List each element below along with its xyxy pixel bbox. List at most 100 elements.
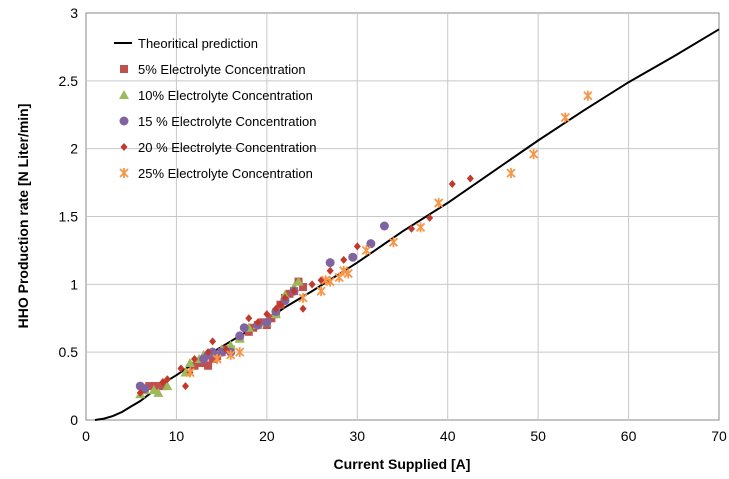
legend-label: 20 % Electrolyte Concentration xyxy=(138,140,316,155)
legend: Theoritical prediction 5% Electrolyte Con… xyxy=(114,36,316,181)
data-point xyxy=(272,304,280,313)
data-point xyxy=(145,382,154,391)
data-point xyxy=(235,347,245,358)
data-point xyxy=(316,286,326,297)
y-tick-label: 0.5 xyxy=(59,344,79,360)
data-point xyxy=(162,381,173,391)
data-point xyxy=(163,375,171,384)
x-tick-label: 30 xyxy=(349,428,365,444)
data-point xyxy=(263,310,271,319)
data-point xyxy=(506,168,516,179)
data-point xyxy=(245,314,253,323)
data-point xyxy=(298,292,308,303)
data-point xyxy=(153,387,164,397)
data-point xyxy=(209,337,217,346)
y-tick-label: 2 xyxy=(70,141,78,157)
data-point xyxy=(299,283,308,292)
data-point xyxy=(366,239,376,249)
tick-labels: 0 10 20 30 40 50 60 70 0 0.5 1 1.5 2 2.5 3 xyxy=(59,5,727,444)
data-point xyxy=(208,347,218,357)
y-axis-title: HHO Production rate [N Liter/min] xyxy=(15,104,31,329)
data-point xyxy=(276,300,284,309)
data-point xyxy=(258,318,267,327)
data-point xyxy=(204,361,213,370)
data-point xyxy=(583,90,593,101)
data-point xyxy=(184,358,195,368)
data-point xyxy=(325,258,335,268)
y-tick-label: 2.5 xyxy=(59,73,79,89)
data-point xyxy=(326,266,334,275)
data-point xyxy=(361,245,371,256)
data-point xyxy=(325,276,335,287)
data-point xyxy=(191,354,199,363)
data-point xyxy=(177,364,185,373)
x-tick-label: 10 xyxy=(169,428,185,444)
y-tick-label: 0 xyxy=(70,412,78,428)
data-point xyxy=(254,318,262,327)
data-point xyxy=(388,237,399,248)
data-point xyxy=(181,382,189,391)
data-point xyxy=(244,327,253,336)
x-tick-label: 20 xyxy=(259,428,275,444)
data-point xyxy=(267,314,276,323)
data-point xyxy=(226,349,236,360)
data-point xyxy=(343,268,353,279)
legend-marker-swatch xyxy=(119,168,129,178)
x-tick-label: 60 xyxy=(621,428,637,444)
series-6 xyxy=(185,90,593,378)
data-point xyxy=(560,112,570,123)
data-point xyxy=(285,289,294,298)
data-point xyxy=(136,388,144,397)
legend-marker-swatch xyxy=(120,65,128,73)
data-point xyxy=(249,323,258,332)
data-point xyxy=(379,221,389,231)
data-point xyxy=(290,287,298,296)
data-point xyxy=(299,304,307,313)
x-tick-label: 40 xyxy=(440,428,456,444)
legend-label: 10% Electrolyte Concentration xyxy=(138,88,313,103)
data-point xyxy=(208,354,217,363)
data-point xyxy=(204,348,212,357)
data-point xyxy=(339,265,349,276)
data-point xyxy=(190,361,199,370)
data-point xyxy=(158,382,167,391)
legend-marker-swatch xyxy=(119,90,129,99)
data-point xyxy=(239,323,249,333)
y-tick-label: 3 xyxy=(70,5,78,21)
data-point xyxy=(262,317,272,327)
data-point xyxy=(448,179,456,188)
legend-label: Theoritical prediction xyxy=(138,36,258,51)
y-tick-label: 1.5 xyxy=(59,209,79,225)
x-tick-label: 70 xyxy=(711,428,727,444)
gridlines xyxy=(86,13,719,420)
data-point xyxy=(426,213,434,222)
data-point xyxy=(466,174,474,183)
legend-label: 15 % Electrolyte Concentration xyxy=(138,114,316,129)
x-tick-label: 50 xyxy=(530,428,546,444)
data-point xyxy=(212,353,222,364)
data-point xyxy=(408,224,416,233)
legend-marker-swatch xyxy=(119,116,129,126)
data-series xyxy=(94,28,720,421)
data-point xyxy=(235,331,245,341)
data-point xyxy=(154,382,163,391)
data-point xyxy=(281,293,289,302)
legend-label: 25% Electrolyte Concentration xyxy=(138,166,313,181)
data-point xyxy=(415,222,426,233)
data-point xyxy=(293,276,304,286)
data-point xyxy=(140,384,150,394)
data-point xyxy=(308,280,316,289)
data-point xyxy=(528,149,539,160)
data-point xyxy=(225,340,236,350)
legend-marker-swatch xyxy=(120,143,128,151)
data-point xyxy=(185,367,195,378)
data-point xyxy=(340,255,348,264)
data-point xyxy=(348,252,358,262)
data-point xyxy=(434,197,444,208)
x-tick-label: 0 xyxy=(82,428,90,444)
data-point xyxy=(195,359,204,368)
data-point xyxy=(353,242,361,251)
y-tick-label: 1 xyxy=(70,276,78,292)
